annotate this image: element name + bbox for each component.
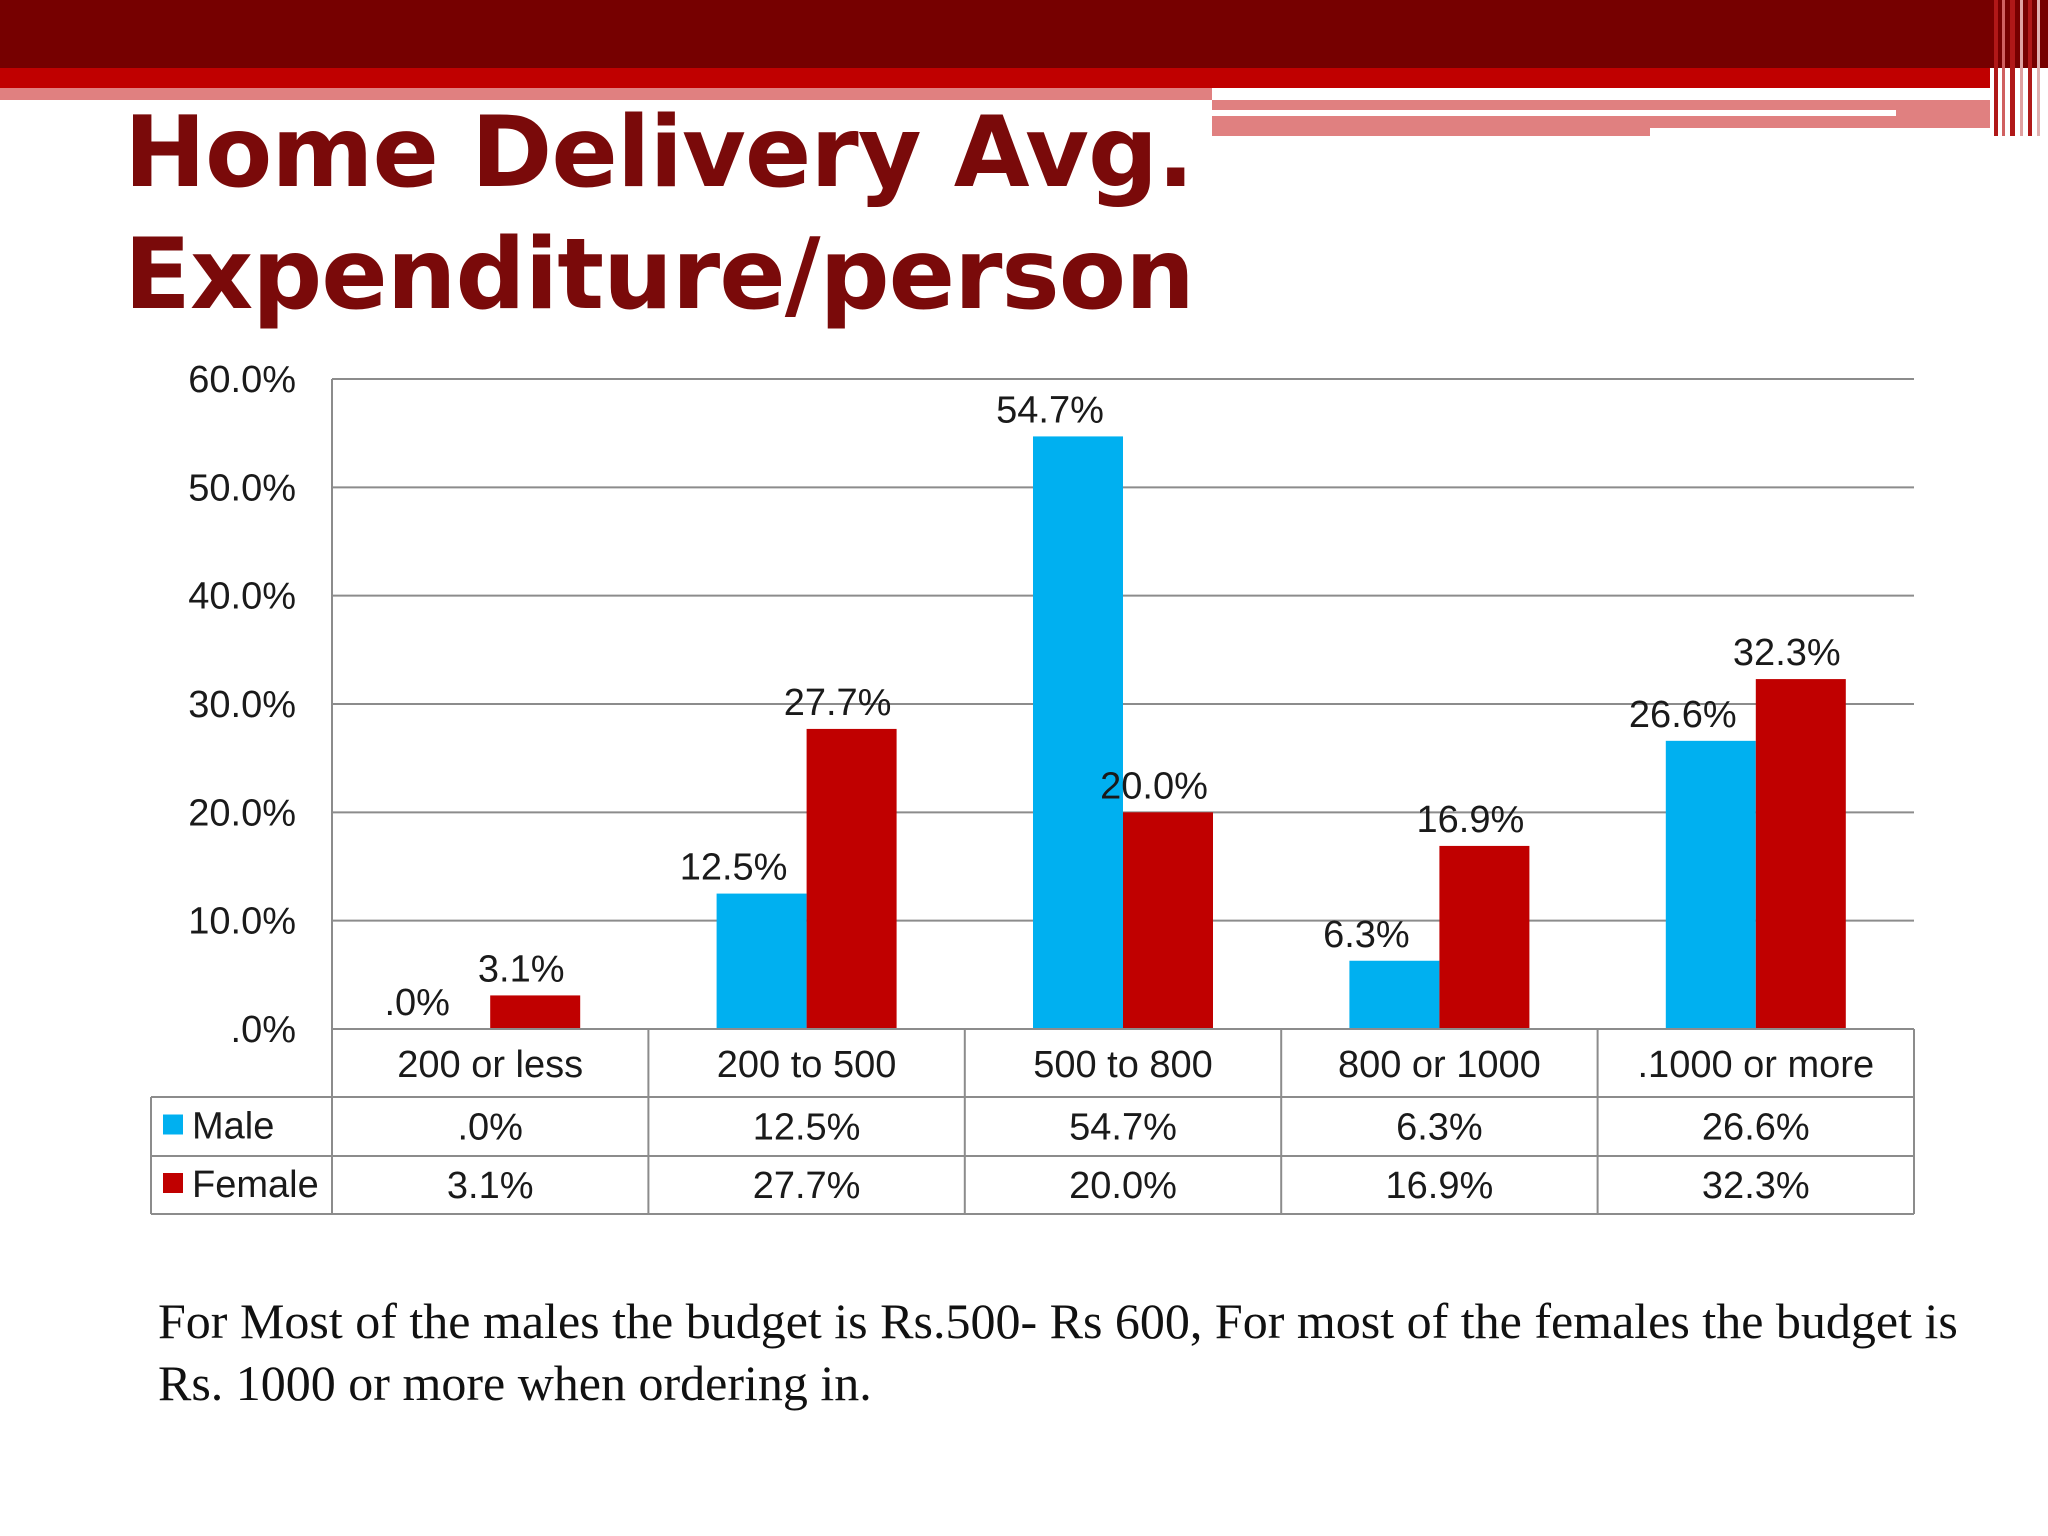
table-cell: 27.7% — [753, 1165, 861, 1207]
header-banner — [0, 0, 2048, 138]
bar-female — [806, 728, 897, 1029]
table-cell: 16.9% — [1386, 1165, 1494, 1207]
bar-male — [1665, 740, 1756, 1029]
data-label: 27.7% — [784, 682, 892, 724]
bar-female — [1123, 812, 1213, 1029]
data-label: 6.3% — [1323, 914, 1410, 956]
category-label: 200 or less — [397, 1044, 583, 1086]
banner-white-line — [1212, 110, 1896, 116]
bar-male — [716, 893, 807, 1029]
banner-edge-stripes — [1994, 0, 2040, 136]
y-tick-label: 50.0% — [188, 467, 296, 509]
data-label: 3.1% — [478, 948, 565, 990]
data-label: 54.7% — [996, 389, 1104, 431]
data-label: 16.9% — [1417, 799, 1525, 841]
bar-female — [1755, 679, 1846, 1029]
banner-light-band — [0, 88, 1212, 100]
banner-dark-band — [0, 0, 2048, 68]
title-line-1: Home Delivery Avg. — [124, 96, 1194, 210]
banner-red-band — [0, 68, 1990, 88]
category-label: 500 to 800 — [1033, 1044, 1213, 1086]
bar-male — [1349, 960, 1440, 1029]
table-cell: 12.5% — [753, 1107, 861, 1149]
data-label: 20.0% — [1100, 765, 1208, 807]
y-tick-label: 60.0% — [188, 359, 296, 401]
table-cell: 26.6% — [1702, 1107, 1810, 1149]
table-cell: 6.3% — [1396, 1107, 1483, 1149]
category-label: 200 to 500 — [717, 1044, 897, 1086]
data-label: 26.6% — [1629, 694, 1737, 736]
bar-female — [1439, 845, 1530, 1029]
banner-white-gap — [1650, 128, 1990, 138]
y-tick-label: 20.0% — [188, 792, 296, 834]
y-tick-label: 30.0% — [188, 684, 296, 726]
table-cell: 32.3% — [1702, 1165, 1810, 1207]
category-label: 800 or 1000 — [1338, 1044, 1541, 1086]
bar-male — [1033, 436, 1123, 1030]
data-label: 32.3% — [1733, 632, 1841, 674]
table-cell: 54.7% — [1069, 1107, 1177, 1149]
title-line-2: Expenditure/person — [124, 218, 1195, 332]
legend-label-female: Female — [192, 1164, 319, 1206]
data-label: .0% — [384, 982, 449, 1024]
slide-title: Home Delivery Avg. Expenditure/person — [124, 92, 1195, 336]
y-tick-label: 10.0% — [188, 901, 296, 943]
legend-swatch-male — [163, 1114, 183, 1135]
y-tick-label: .0% — [231, 1009, 296, 1051]
table-cell: 20.0% — [1069, 1165, 1177, 1207]
legend-swatch-female — [163, 1173, 183, 1193]
slide-caption: For Most of the males the budget is Rs.5… — [158, 1293, 1958, 1411]
bar-female — [490, 995, 581, 1029]
data-label: 12.5% — [680, 847, 788, 889]
table-cell: 3.1% — [447, 1165, 534, 1207]
legend-label-male: Male — [192, 1106, 274, 1148]
table-cell: .0% — [457, 1107, 522, 1149]
category-label: .1000 or more — [1638, 1044, 1875, 1086]
y-tick-label: 40.0% — [188, 576, 296, 618]
